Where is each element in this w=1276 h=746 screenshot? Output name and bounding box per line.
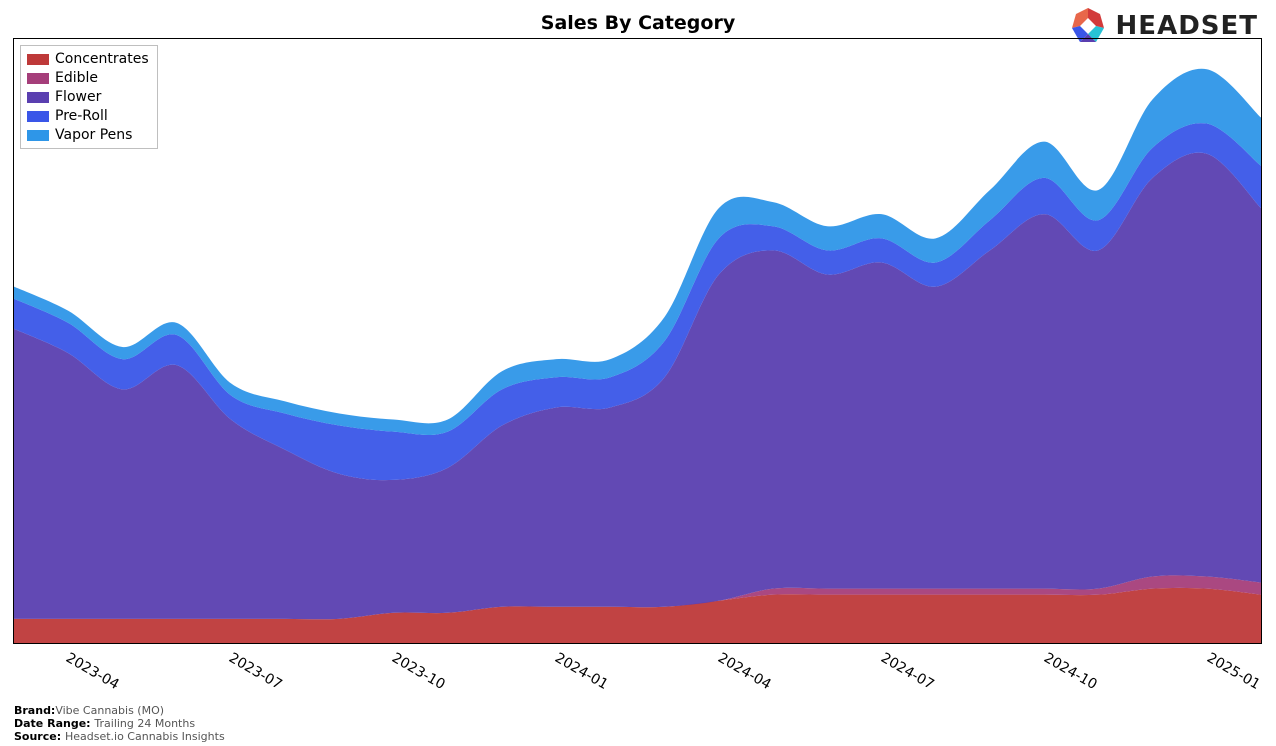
legend: ConcentratesEdibleFlowerPre-RollVapor Pe… — [20, 45, 158, 149]
legend-label: Vapor Pens — [55, 126, 132, 145]
chart-metadata: Brand:Vibe Cannabis (MO) Date Range: Tra… — [14, 704, 225, 744]
legend-swatch — [27, 111, 49, 122]
legend-swatch — [27, 54, 49, 65]
legend-item-flower: Flower — [27, 88, 149, 107]
legend-swatch — [27, 92, 49, 103]
meta-source: Source: Headset.io Cannabis Insights — [14, 730, 225, 743]
legend-label: Concentrates — [55, 50, 149, 69]
meta-brand: Brand:Vibe Cannabis (MO) — [14, 704, 225, 717]
legend-item-edible: Edible — [27, 69, 149, 88]
brand-logo-text: HEADSET — [1116, 11, 1258, 41]
legend-label: Flower — [55, 88, 101, 107]
meta-range: Date Range: Trailing 24 Months — [14, 717, 225, 730]
x-tick-label: 2023-07 — [226, 650, 285, 693]
x-tick-label: 2025-01 — [1204, 650, 1263, 693]
legend-label: Edible — [55, 69, 98, 88]
legend-item-vapor-pens: Vapor Pens — [27, 126, 149, 145]
x-tick-label: 2023-04 — [63, 650, 122, 693]
x-tick-label: 2024-04 — [715, 650, 774, 693]
legend-swatch — [27, 130, 49, 141]
legend-label: Pre-Roll — [55, 107, 108, 126]
plot-area: ConcentratesEdibleFlowerPre-RollVapor Pe… — [13, 38, 1262, 644]
legend-item-concentrates: Concentrates — [27, 50, 149, 69]
chart-container: Sales By Category HEADSET ConcentratesEd… — [0, 0, 1276, 746]
x-tick-label: 2023-10 — [389, 650, 448, 693]
x-tick-label: 2024-10 — [1041, 650, 1100, 693]
legend-swatch — [27, 73, 49, 84]
x-tick-label: 2024-01 — [552, 650, 611, 693]
x-tick-label: 2024-07 — [878, 650, 937, 693]
legend-item-pre-roll: Pre-Roll — [27, 107, 149, 126]
